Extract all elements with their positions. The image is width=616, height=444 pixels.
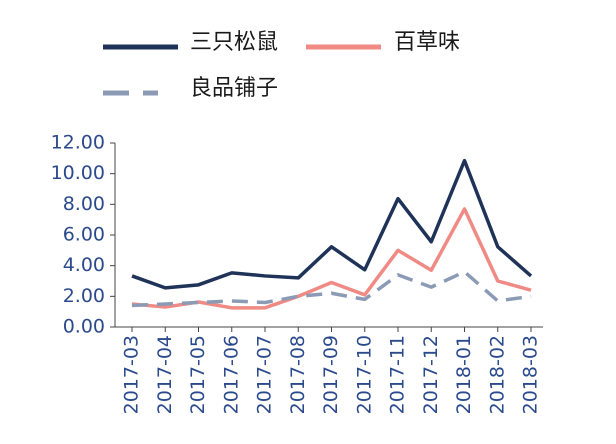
y-tick-label: 10.00 xyxy=(51,162,105,184)
x-tick-label: 2017-08 xyxy=(287,335,309,414)
x-tick-label: 2017-04 xyxy=(154,335,176,414)
legend-label: 百草味 xyxy=(394,30,460,55)
x-tick-label: 2017-07 xyxy=(254,335,276,414)
x-tick-label: 2017-05 xyxy=(187,335,209,414)
series-line xyxy=(131,207,532,310)
y-tick-label: 4.00 xyxy=(63,254,105,276)
y-tick-label: 12.00 xyxy=(51,132,105,154)
x-tick-label: 2017-03 xyxy=(121,335,143,414)
x-tick-label: 2017-09 xyxy=(320,335,342,414)
y-tick-label: 6.00 xyxy=(63,224,105,246)
x-tick-label: 2018-02 xyxy=(486,335,508,414)
x-tick-label: 2017-12 xyxy=(420,335,442,414)
y-tick-label: 2.00 xyxy=(63,285,105,307)
y-tick-label: 0.00 xyxy=(63,316,105,338)
series-line xyxy=(131,158,533,290)
legend-label: 良品铺子 xyxy=(190,76,278,101)
x-tick-label: 2017-10 xyxy=(353,335,375,414)
x-tick-label: 2018-03 xyxy=(520,335,542,414)
x-tick-label: 2017-06 xyxy=(220,335,242,414)
legend-label: 三只松鼠 xyxy=(190,30,278,55)
y-tick-label: 8.00 xyxy=(63,193,105,215)
series-line xyxy=(131,270,532,308)
x-tick-label: 2018-01 xyxy=(453,335,475,414)
x-tick-label: 2017-11 xyxy=(387,335,409,414)
